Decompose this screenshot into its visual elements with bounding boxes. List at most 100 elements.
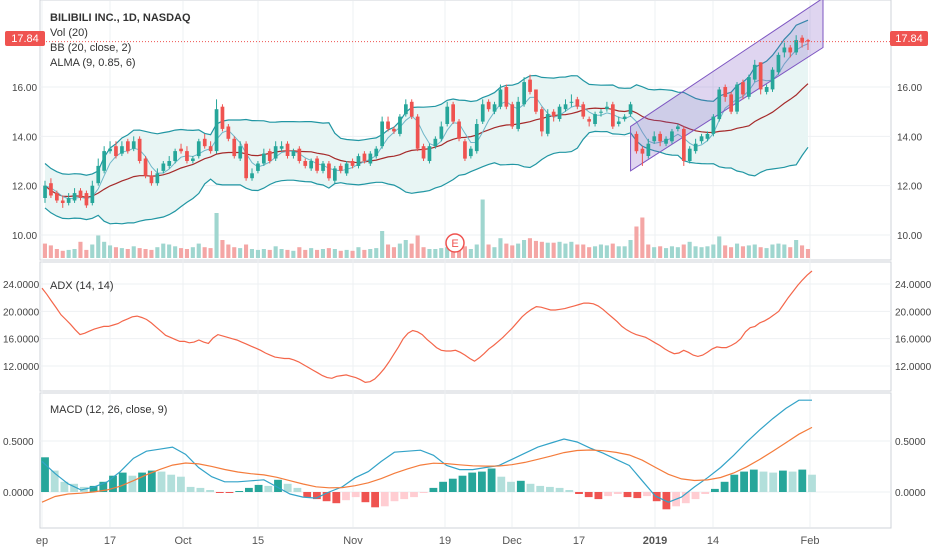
candle-body [409, 101, 414, 117]
volume-bar [474, 244, 479, 258]
macd-histogram-bar [41, 457, 49, 492]
volume-bar [516, 243, 521, 258]
candle-body [43, 185, 47, 198]
macd-histogram-bar [555, 487, 564, 492]
candle-body [232, 138, 237, 157]
volume-bar [167, 244, 172, 258]
candle-body [90, 185, 95, 203]
candle-body [616, 121, 621, 124]
candle-body [445, 106, 450, 124]
volume-bar [409, 243, 414, 258]
macd-tick-label-left: 0.0000 [3, 488, 34, 499]
candle-body [297, 148, 302, 161]
candle-body [327, 163, 331, 179]
candle-body [540, 109, 544, 132]
macd-histogram-bar [720, 481, 729, 492]
candle-body [244, 143, 248, 179]
candle-body [622, 116, 627, 120]
macd-histogram-bar [215, 492, 224, 493]
macd-histogram-bar [575, 492, 583, 494]
volume-bar [758, 247, 763, 258]
volume-bar [628, 240, 633, 258]
candle-body [55, 193, 59, 201]
volume-bar [646, 244, 651, 258]
macd-histogram-bar [759, 471, 768, 492]
macd-histogram-bar [633, 492, 642, 499]
candle-body [782, 47, 787, 53]
volume-bar [794, 240, 799, 258]
volume-bar [72, 249, 77, 258]
volume-bar [42, 243, 47, 258]
volume-bar [54, 249, 59, 258]
macd-line [41, 399, 812, 503]
volume-bar [273, 246, 278, 258]
candle-body [368, 153, 373, 164]
volume-bar [788, 247, 793, 258]
last-price-badge-right: 17.84 [890, 31, 928, 46]
volume-bar [675, 247, 680, 258]
y-tick-label-left: 10.00 [12, 231, 37, 242]
candle-body [764, 87, 769, 92]
volume-bar [498, 238, 503, 258]
candle-body [214, 109, 219, 152]
candle-body [185, 151, 189, 161]
candle-body [96, 165, 101, 184]
volume-bar [179, 248, 184, 258]
y-tick-label-left: 12.00 [12, 182, 37, 193]
candle-body [196, 141, 201, 157]
volume-bar [770, 244, 775, 258]
macd-histogram-bar [167, 474, 176, 492]
candle-body [126, 141, 130, 152]
candle-body [250, 173, 254, 179]
bollinger-basis-line [44, 83, 809, 199]
macd-histogram-bar [138, 472, 146, 492]
macd-histogram-bar [429, 487, 438, 492]
volume-bar [604, 245, 609, 258]
candle-body [309, 161, 313, 169]
candle-body [338, 165, 343, 171]
volume-bar [782, 244, 787, 258]
candle-body [463, 141, 467, 159]
candle-body [161, 163, 166, 171]
volume-bar [255, 249, 260, 258]
volume-bar [486, 244, 491, 258]
candle-body [658, 133, 662, 142]
candle-body [114, 146, 118, 157]
candle-body [770, 69, 775, 90]
macd-histogram-bar [749, 469, 758, 492]
candle-body [611, 104, 615, 127]
volume-bar [309, 248, 314, 258]
candle-body [439, 126, 444, 139]
last-price-badge-left: 17.84 [5, 31, 45, 46]
volume-bar [652, 247, 657, 258]
macd-histogram-bar [157, 471, 166, 492]
volume-bar [356, 247, 361, 258]
volume-bar [527, 238, 532, 258]
volume-bar [48, 245, 53, 258]
volume-bar [575, 244, 580, 258]
candle-body [758, 62, 763, 90]
volume-bar [208, 248, 213, 258]
candle-body [279, 146, 284, 149]
candle-body [676, 126, 680, 129]
x-tick-label: 17 [104, 535, 116, 547]
volume-bar [303, 249, 308, 258]
volume-bar [640, 217, 645, 258]
volume-bar [267, 249, 272, 258]
macd-histogram-bar [351, 492, 360, 498]
candle-body [398, 116, 402, 134]
macd-histogram-bar [740, 471, 748, 492]
candle-body [315, 158, 319, 171]
adx-tick-label-right: 12.0000 [895, 362, 932, 373]
candle-body [741, 82, 745, 95]
macd-histogram-bar [186, 486, 195, 492]
x-tick-label: Dec [502, 535, 522, 547]
macd-tick-label-left: 0.5000 [3, 437, 34, 448]
volume-bar [173, 246, 178, 258]
volume-bar [764, 248, 769, 258]
candle-body [149, 175, 154, 184]
volume-bar [297, 247, 302, 258]
volume-bar [102, 241, 107, 258]
earnings-marker[interactable]: E [445, 233, 465, 253]
macd-histogram-bar [487, 468, 496, 492]
